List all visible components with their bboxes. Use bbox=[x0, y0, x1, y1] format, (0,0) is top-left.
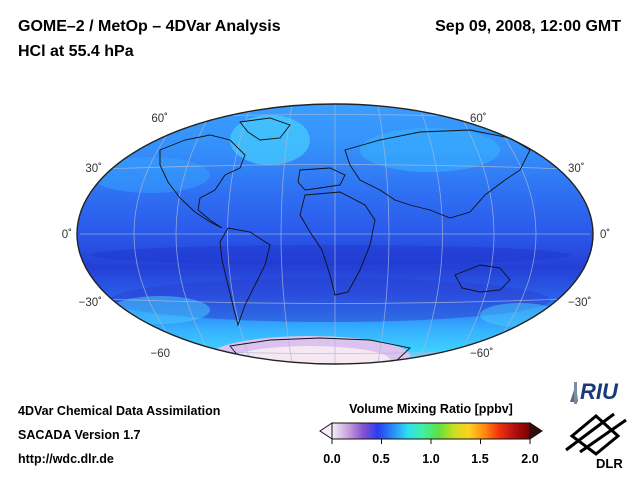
lat-label-left-minus60: −60 bbox=[150, 348, 170, 360]
lat-label-left-minus30: −30˚ bbox=[79, 297, 102, 309]
colorbar-tick-3: 1.5 bbox=[471, 452, 489, 466]
lat-label-right-30: 30˚ bbox=[568, 163, 585, 175]
map-field bbox=[77, 104, 593, 364]
riu-logo-text: RIU bbox=[580, 379, 619, 404]
footer-line-2: SACADA Version 1.7 bbox=[18, 428, 141, 442]
lat-label-left-60: 60˚ bbox=[151, 113, 168, 125]
colorbar-title: Volume Mixing Ratio [ppbv] bbox=[349, 402, 513, 416]
map-title: GOME–2 / MetOp – 4DVar Analysis bbox=[18, 18, 281, 35]
lat-label-right-minus60: −60˚ bbox=[470, 348, 493, 360]
lat-labels: 60˚ 30˚ 0˚ −30˚ −60 60˚ 30˚ 0˚ −30˚ −60˚ bbox=[62, 113, 610, 360]
colorbar-low-arrow bbox=[319, 422, 333, 440]
colorbar-tick-1: 0.5 bbox=[372, 452, 390, 466]
lat-label-right-minus30: −30˚ bbox=[568, 297, 591, 309]
colorbar-bar bbox=[331, 422, 531, 440]
dlr-logo-text: DLR bbox=[596, 456, 623, 471]
colorbar-tick-2: 1.0 bbox=[422, 452, 440, 466]
lat-label-left-0: 0˚ bbox=[62, 229, 72, 241]
map-subtitle: HCl at 55.4 hPa bbox=[18, 43, 134, 60]
footer-url: http://wdc.dlr.de bbox=[18, 452, 114, 466]
coastlines bbox=[159, 117, 531, 364]
colorbar-tick-4: 2.0 bbox=[521, 452, 539, 466]
dlr-logo: DLR bbox=[565, 412, 627, 471]
map-date: Sep 09, 2008, 12:00 GMT bbox=[435, 18, 621, 35]
riu-logo: RIU bbox=[570, 379, 619, 404]
colorbar-high-arrow bbox=[529, 422, 543, 440]
lat-label-right-60: 60˚ bbox=[470, 113, 487, 125]
map-border bbox=[76, 103, 594, 365]
lat-label-left-30: 30˚ bbox=[85, 163, 102, 175]
colorbar bbox=[319, 422, 543, 444]
footer-line-1: 4DVar Chemical Data Assimilation bbox=[18, 404, 221, 418]
colorbar-tick-0: 0.0 bbox=[323, 452, 341, 466]
lat-label-right-0: 0˚ bbox=[600, 229, 610, 241]
